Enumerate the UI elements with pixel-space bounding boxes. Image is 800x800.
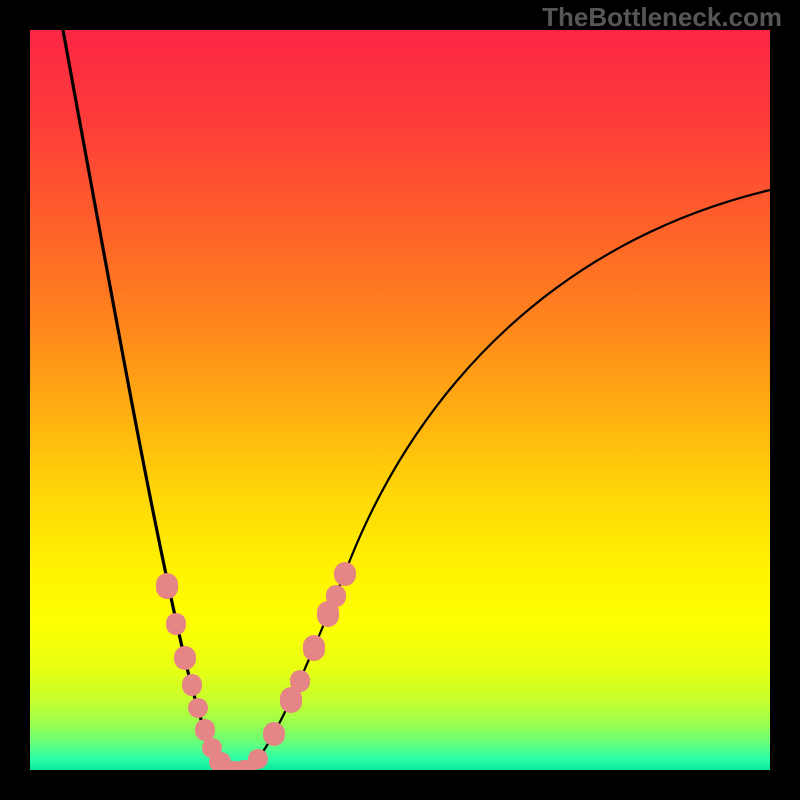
data-marker (166, 613, 186, 635)
data-marker (248, 749, 268, 769)
right-curve (240, 190, 770, 770)
chart-container: TheBottleneck.com (0, 0, 800, 800)
left-curve (63, 30, 240, 770)
data-marker (290, 670, 310, 692)
data-marker (182, 674, 202, 696)
data-marker (174, 646, 196, 670)
data-marker (188, 698, 208, 718)
data-marker (326, 585, 346, 607)
bottleneck-curves (0, 0, 800, 800)
data-marker (156, 573, 178, 599)
data-marker (334, 562, 356, 586)
watermark-text: TheBottleneck.com (542, 2, 782, 33)
data-marker (303, 635, 325, 661)
data-marker (263, 722, 285, 746)
